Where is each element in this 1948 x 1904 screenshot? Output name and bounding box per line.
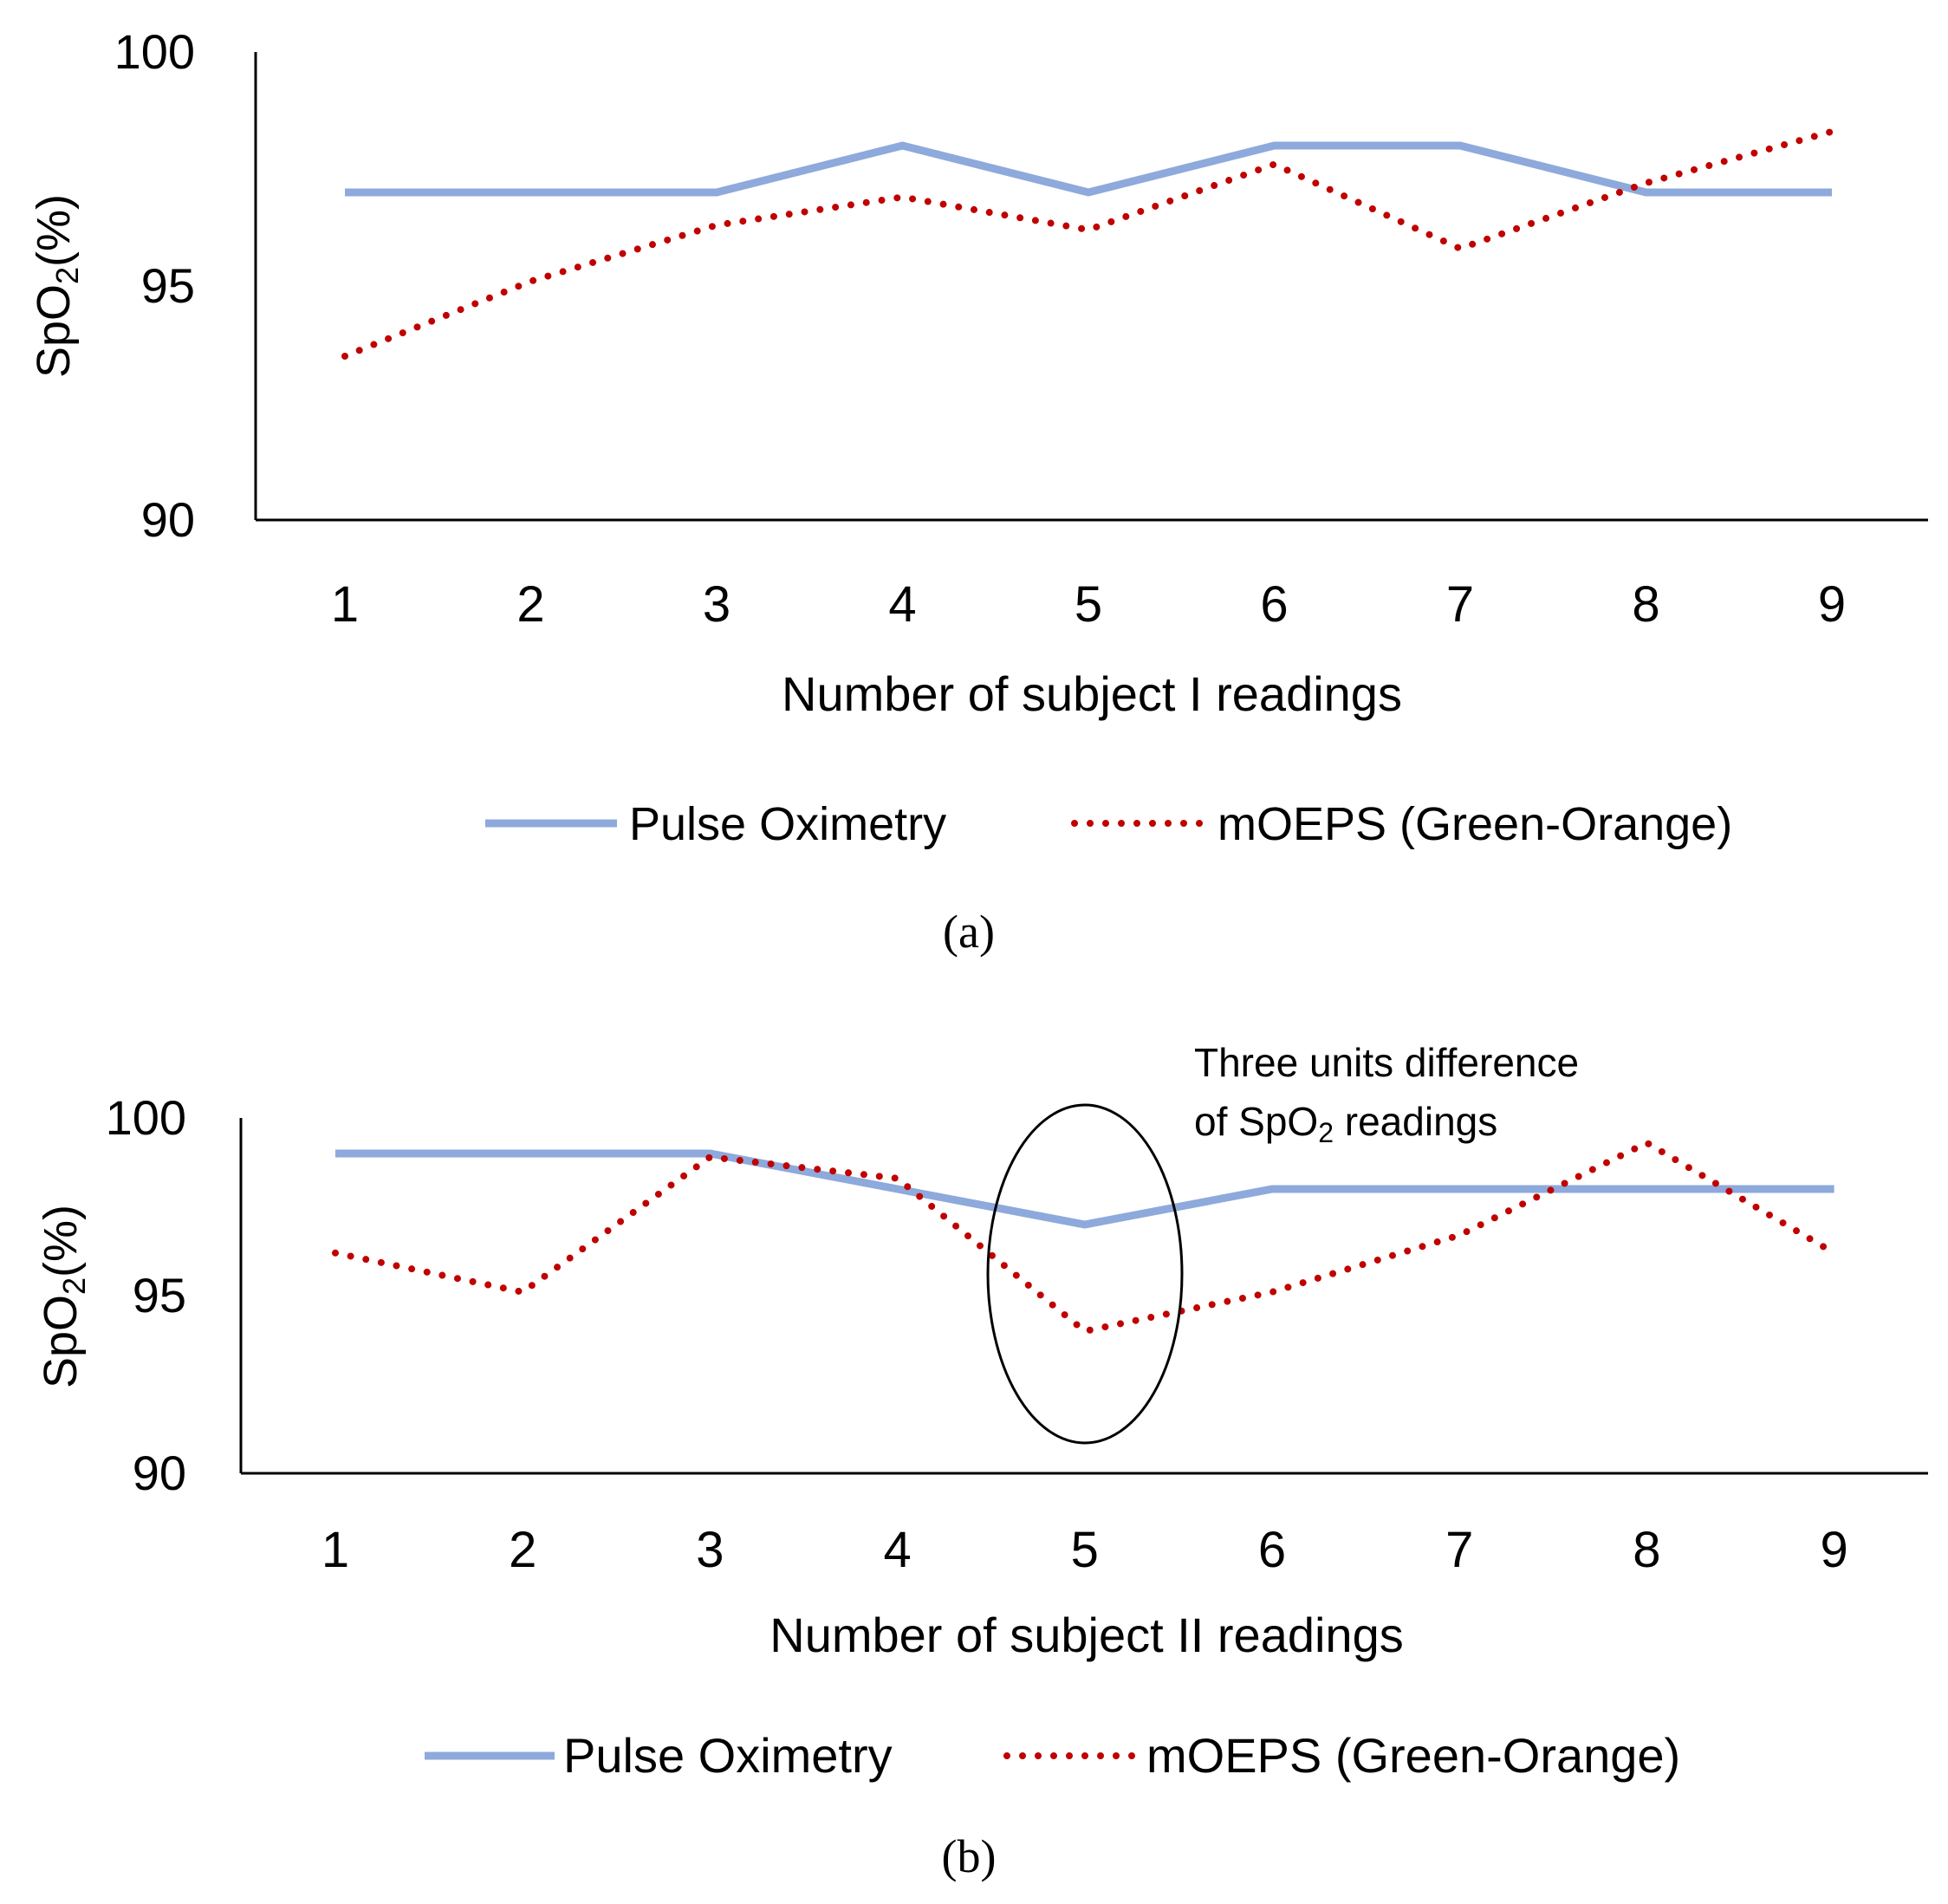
legend-label-moeps: mOEPS (Green-Orange) (1146, 1728, 1680, 1783)
x-tick-labels: 1 2 3 4 5 6 7 8 9 (331, 576, 1846, 633)
y-tick-label: 100 (114, 24, 195, 79)
annotation-text-line1: Three units difference (1194, 1040, 1579, 1085)
annotation: Three units difference of SpO2 readings (986, 1040, 1579, 1445)
x-tick-label: 3 (696, 1522, 724, 1578)
x-tick-label: 9 (1818, 576, 1846, 633)
y-axis-title-main: SpO (35, 1295, 87, 1388)
annotation-text-line2: of SpO (1194, 1099, 1318, 1144)
panel-label-a: (a) (943, 906, 995, 958)
x-tick-label: 6 (1258, 1522, 1286, 1578)
y-axis-title-subscript: 2 (56, 1277, 92, 1295)
x-tick-label: 4 (888, 576, 916, 633)
moeps-point (716, 224, 718, 226)
svg-text:SpO2(%): SpO2(%) (28, 194, 85, 378)
x-tick-label: 8 (1633, 1522, 1660, 1578)
y-tick-label: 95 (133, 1268, 186, 1322)
y-tick-label: 90 (133, 1446, 186, 1500)
series-pulse-oximetry (335, 1149, 1834, 1229)
x-tick-label: 5 (1071, 1522, 1099, 1578)
series-lines (341, 127, 1835, 360)
y-axis-title-suffix: (%) (28, 194, 80, 267)
series-moeps (332, 1139, 1838, 1335)
moeps-point (902, 196, 904, 198)
series-lines (332, 1139, 1838, 1335)
x-tick-label: 4 (883, 1522, 911, 1578)
series-pulse-oximetry (345, 141, 1832, 197)
x-tick-label: 1 (321, 1522, 349, 1578)
x-tick-labels: 1 2 3 4 5 6 7 8 9 (321, 1522, 1848, 1578)
legend: Pulse Oximetry mOEPS (Green-Orange) (485, 798, 1732, 850)
y-axis-title-suffix: (%) (35, 1205, 87, 1277)
y-axis-title: SpO2(%) (35, 1205, 92, 1388)
moeps-point (522, 1291, 523, 1293)
series-moeps (341, 127, 1835, 360)
x-tick-label: 2 (509, 1522, 536, 1578)
x-tick-label: 8 (1632, 576, 1659, 633)
x-tick-label: 7 (1446, 576, 1474, 633)
legend-label-moeps: mOEPS (Green-Orange) (1218, 798, 1732, 850)
legend: Pulse Oximetry mOEPS (Green-Orange) (425, 1728, 1680, 1783)
x-axis-title: Number of subject II readings (769, 1608, 1403, 1662)
panel-label-b: (b) (942, 1830, 997, 1882)
y-tick-labels: 90 95 100 (106, 1090, 186, 1500)
moeps-point (1088, 229, 1089, 231)
annotation-text-subscript: 2 (1318, 1117, 1334, 1148)
moeps-point (1834, 1252, 1835, 1254)
y-axis-title-main: SpO (28, 284, 80, 378)
svg-text:of SpO2 readings: of SpO2 readings (1194, 1099, 1497, 1148)
moeps-point (1458, 1234, 1460, 1236)
y-tick-label: 100 (106, 1090, 186, 1145)
annotation-text-suffix: readings (1334, 1099, 1497, 1144)
y-tick-label: 95 (141, 258, 195, 313)
y-tick-label: 90 (141, 492, 195, 547)
svg-text:SpO2(%): SpO2(%) (35, 1205, 92, 1388)
x-tick-label: 6 (1260, 576, 1288, 633)
x-tick-label: 5 (1075, 576, 1102, 633)
moeps-point (1084, 1330, 1086, 1332)
y-tick-labels: 90 95 100 (114, 24, 195, 547)
x-axis-title: Number of subject I readings (782, 666, 1402, 721)
x-tick-label: 7 (1445, 1522, 1473, 1578)
x-tick-label: 9 (1820, 1522, 1847, 1578)
legend-label-pulse-oximetry: Pulse Oximetry (629, 798, 946, 850)
legend-label-pulse-oximetry: Pulse Oximetry (563, 1728, 893, 1783)
y-axis-title: SpO2(%) (28, 194, 85, 378)
annotation-ellipse (986, 1103, 1184, 1445)
x-tick-label: 1 (331, 576, 359, 633)
x-tick-label: 3 (703, 576, 730, 633)
y-axis-title-subscript: 2 (49, 267, 85, 284)
x-tick-label: 2 (516, 576, 544, 633)
